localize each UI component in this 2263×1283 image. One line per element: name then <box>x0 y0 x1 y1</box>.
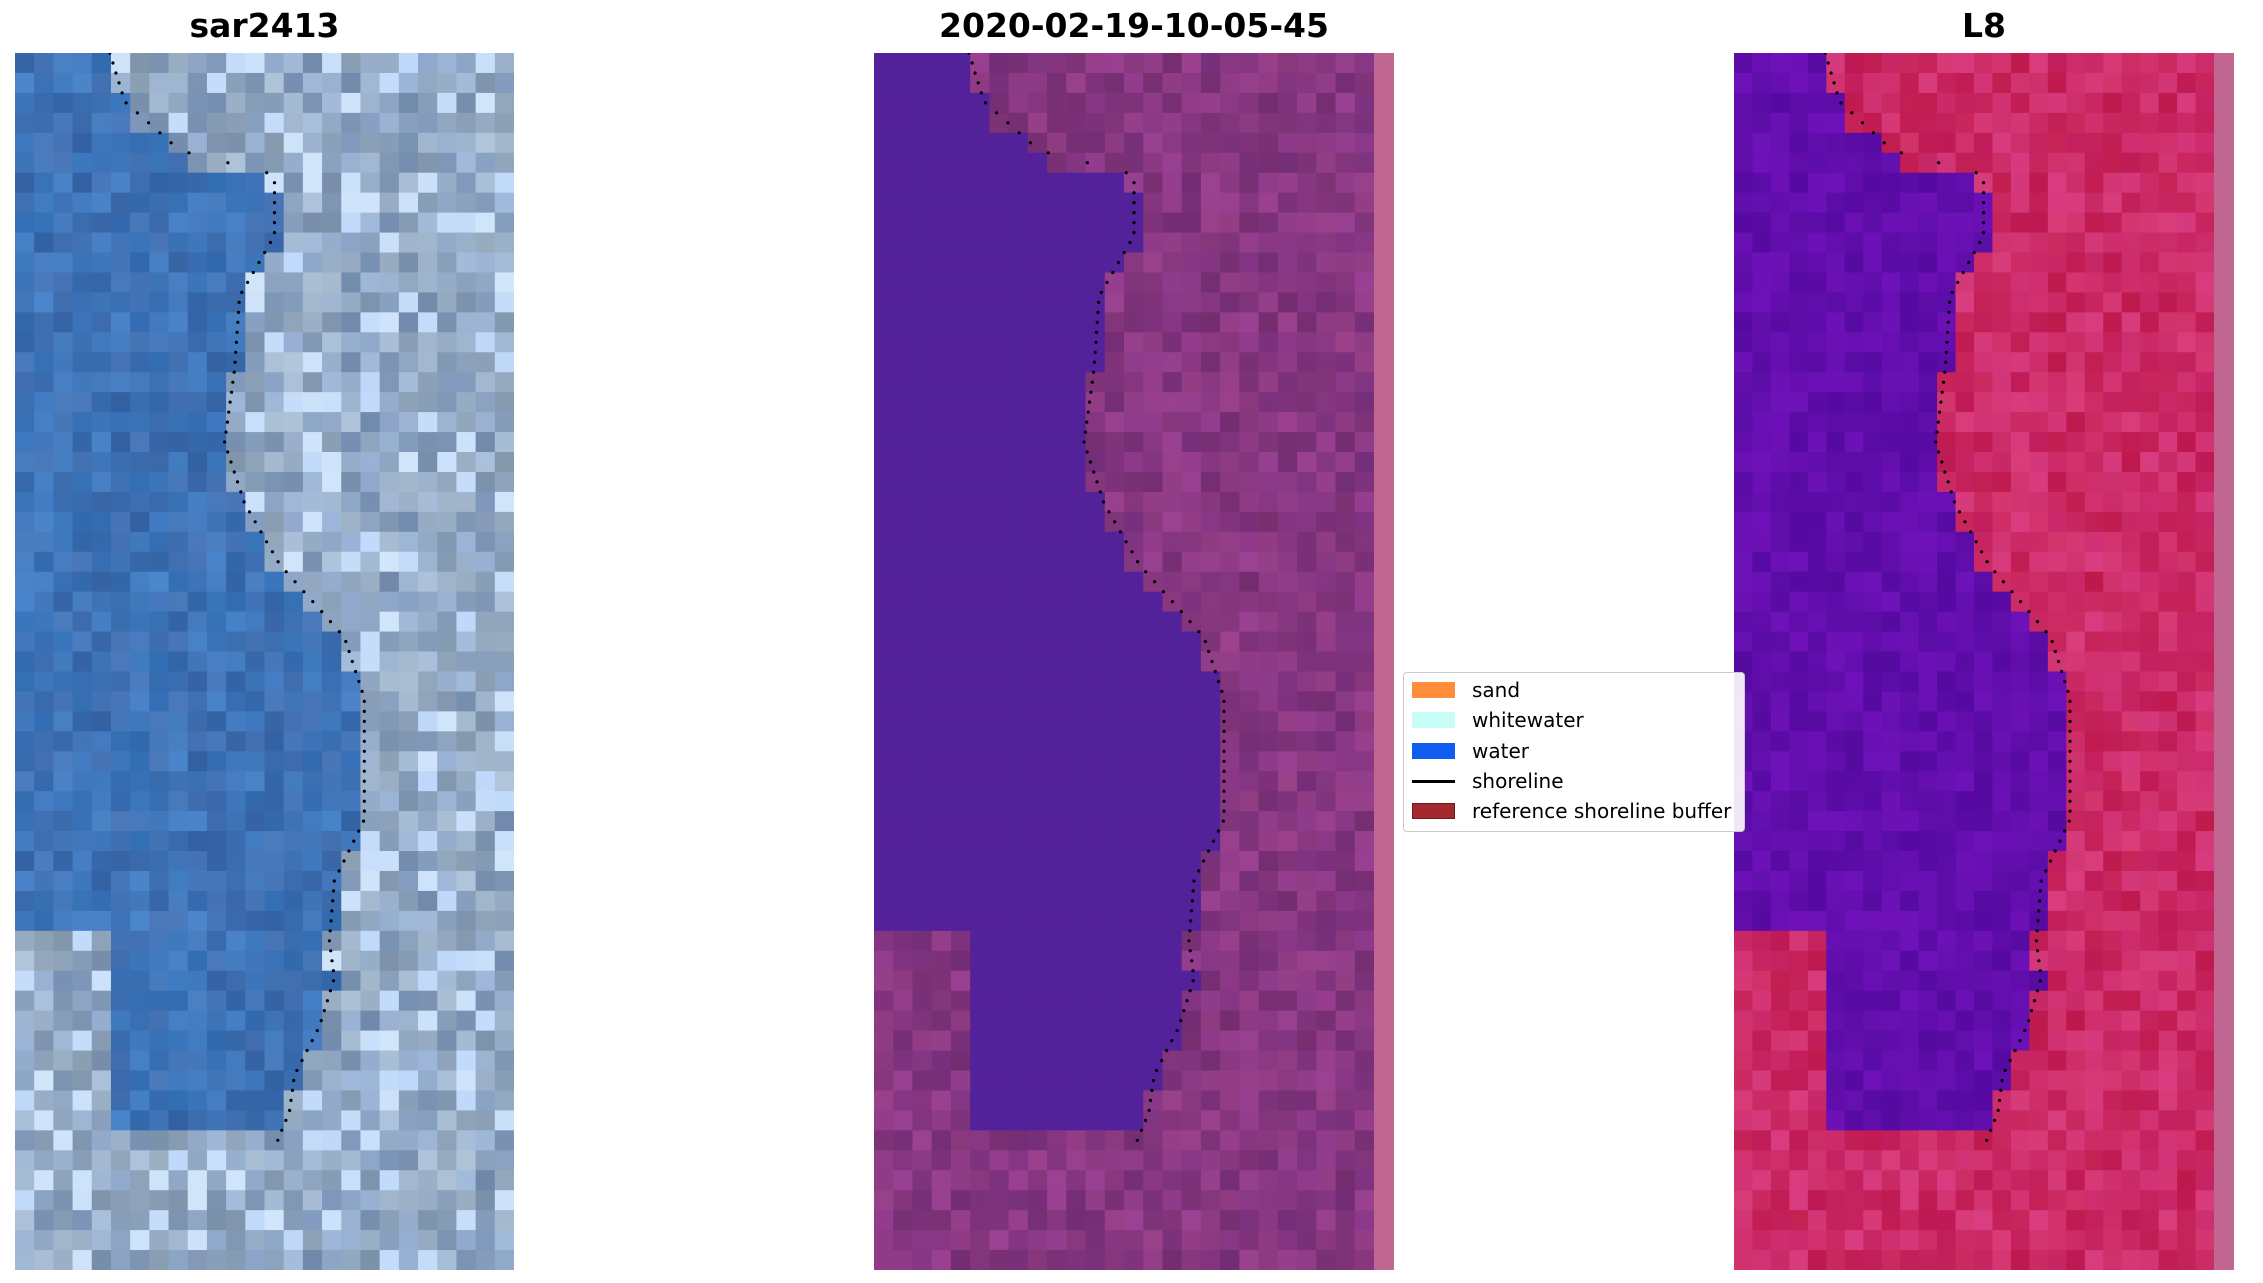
raster-pixels <box>15 53 514 1270</box>
legend-label-whitewater: whitewater <box>1472 708 1584 732</box>
reference-buffer-strip <box>1374 53 1394 1270</box>
reference-buffer-strip <box>2214 53 2234 1270</box>
legend-label-water: water <box>1472 739 1529 763</box>
water-swatch <box>1412 743 1455 759</box>
whitewater-swatch <box>1412 712 1455 728</box>
rgb-image <box>15 53 514 1270</box>
index-image-panel <box>1734 53 2234 1270</box>
shoreline-dots <box>967 53 1226 1142</box>
shoreline-swatch <box>1412 779 1455 783</box>
legend: sand whitewater water shoreline referenc… <box>1403 672 1745 832</box>
index-image <box>1734 53 2234 1270</box>
legend-item-sand: sand <box>1412 677 1520 703</box>
legend-item-whitewater: whitewater <box>1412 707 1584 733</box>
panel-title-rgb: sar2413 <box>189 6 340 45</box>
panel-title-classified: 2020-02-19-10-05-45 <box>939 6 1329 45</box>
reference-buffer-swatch <box>1412 803 1455 819</box>
shoreline-dots <box>108 53 366 1142</box>
rgb-image-panel <box>15 53 514 1270</box>
legend-item-water: water <box>1412 738 1529 764</box>
legend-item-reference-buffer: reference shoreline buffer <box>1412 798 1731 824</box>
raster-pixels <box>874 53 1375 1270</box>
classified-image <box>874 53 1394 1270</box>
shoreline-dots <box>1823 53 2072 1142</box>
legend-item-shoreline: shoreline <box>1412 768 1564 794</box>
raster-pixels <box>1734 53 2215 1270</box>
sand-swatch <box>1412 682 1455 698</box>
legend-label-shoreline: shoreline <box>1472 769 1564 793</box>
panel-title-index: L8 <box>1962 6 2006 45</box>
classified-image-panel <box>874 53 1394 1270</box>
legend-label-reference-buffer: reference shoreline buffer <box>1472 799 1732 823</box>
legend-label-sand: sand <box>1472 678 1521 702</box>
